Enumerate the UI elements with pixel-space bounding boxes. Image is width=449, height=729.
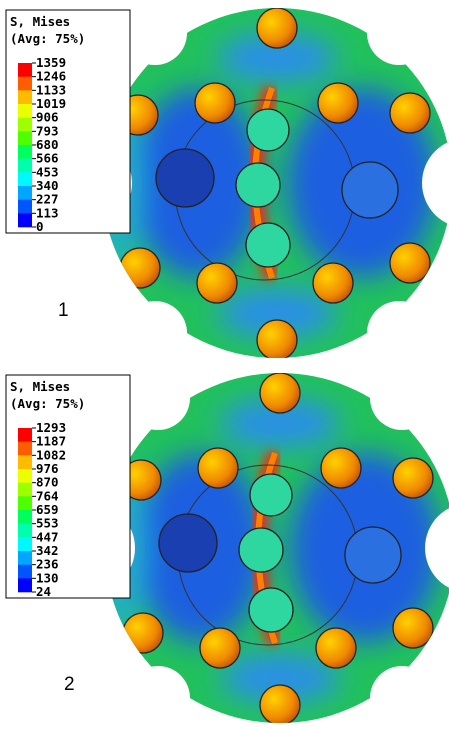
panel-label: 2 [64,674,75,695]
legend-swatch [18,77,32,91]
legend-swatch [18,524,32,538]
legend-swatch [18,200,32,214]
legend-swatch [18,510,32,524]
legend-swatch [18,469,32,483]
panel-label: 1 [58,300,69,321]
legend-swatch [18,565,32,579]
legend-level: 0 [36,219,44,234]
legend-swatch [18,537,32,551]
legend-swatch [18,159,32,173]
legend-swatch [18,145,32,159]
legend-level: 24 [36,584,51,599]
legend-title: S, Mises [10,379,70,394]
figure: S, Mises(Avg: 75%)1359124611331019906793… [0,0,449,729]
legend-swatch [18,118,32,132]
legend-subtitle: (Avg: 75%) [10,396,85,411]
legend-swatch [18,213,32,227]
legend-swatch [18,104,32,118]
legend-title: S, Mises [10,14,70,29]
legend-swatch [18,186,32,200]
legend-swatch [18,483,32,497]
legend-swatch [18,90,32,104]
legend-swatch [18,131,32,145]
legend-swatch [18,442,32,456]
legend-swatch [18,496,32,510]
legend-swatch [18,428,32,442]
legend-swatch [18,578,32,592]
legend-swatch [18,172,32,186]
legend-subtitle: (Avg: 75%) [10,31,85,46]
legend-swatch [18,551,32,565]
legend-swatch [18,63,32,77]
legend-swatch [18,455,32,469]
